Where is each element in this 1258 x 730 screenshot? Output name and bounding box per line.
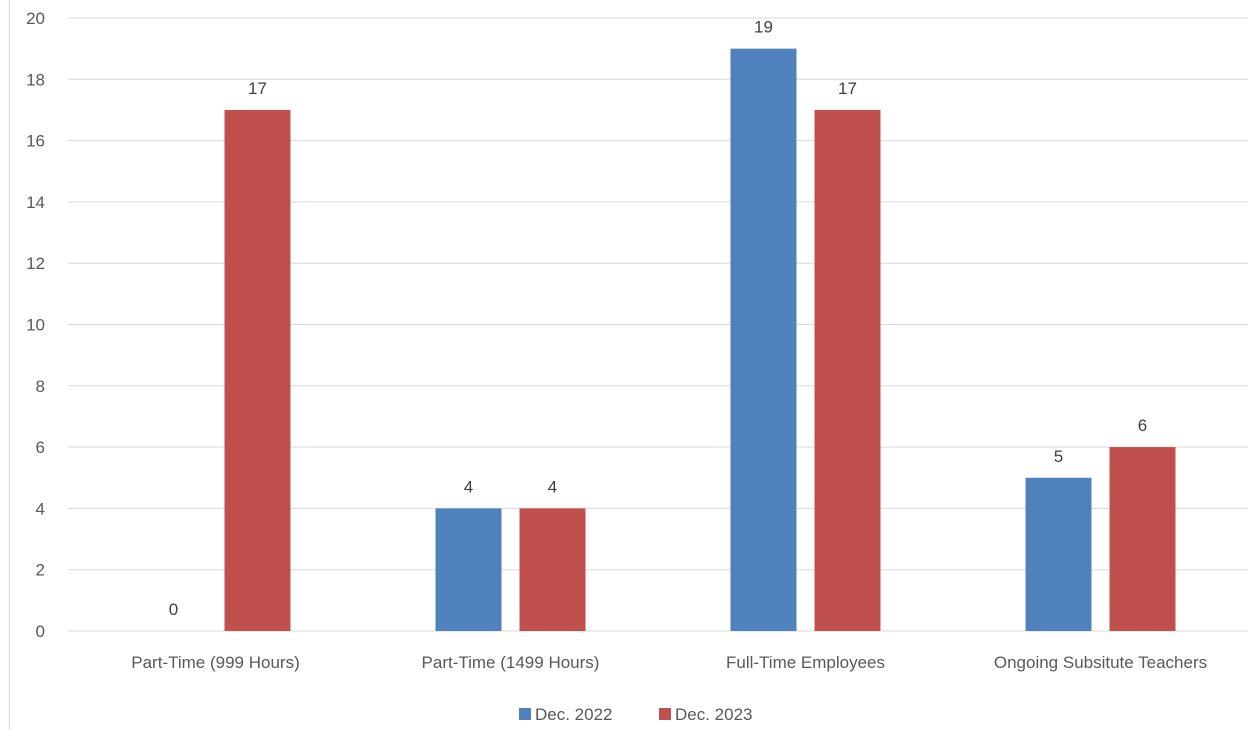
bar bbox=[435, 508, 502, 631]
data-label: 6 bbox=[1138, 416, 1147, 435]
data-label: 4 bbox=[464, 477, 473, 496]
data-label: 19 bbox=[754, 18, 773, 37]
y-tick-label: 4 bbox=[36, 499, 45, 518]
data-label: 17 bbox=[248, 79, 267, 98]
legend-label: Dec. 2023 bbox=[675, 705, 753, 724]
bar bbox=[814, 109, 881, 631]
data-labels: 0 17 4 4 19 17 5 6 bbox=[169, 18, 1147, 619]
bar bbox=[224, 109, 291, 631]
y-tick-label: 8 bbox=[36, 377, 45, 396]
legend: Dec. 2022 Dec. 2023 bbox=[519, 705, 753, 724]
y-tick-label: 0 bbox=[36, 622, 45, 641]
x-axis-categories: Part-Time (999 Hours) Part-Time (1499 Hou… bbox=[131, 653, 1207, 672]
legend-swatch bbox=[519, 708, 531, 720]
legend-swatch bbox=[659, 708, 671, 720]
y-tick-label: 16 bbox=[26, 132, 45, 151]
y-tick-label: 14 bbox=[26, 193, 45, 212]
data-label: 17 bbox=[838, 79, 857, 98]
bar bbox=[730, 48, 797, 631]
y-tick-label: 10 bbox=[26, 316, 45, 335]
y-tick-label: 18 bbox=[26, 70, 45, 89]
x-category-label: Ongoing Subsitute Teachers bbox=[994, 653, 1207, 672]
bar bbox=[1025, 477, 1092, 631]
y-tick-label: 6 bbox=[36, 438, 45, 457]
data-label: 5 bbox=[1054, 447, 1063, 466]
y-tick-label: 12 bbox=[26, 254, 45, 273]
legend-label: Dec. 2022 bbox=[535, 705, 613, 724]
bar bbox=[1109, 447, 1176, 631]
x-category-label: Part-Time (1499 Hours) bbox=[422, 653, 600, 672]
y-tick-label: 2 bbox=[36, 561, 45, 580]
x-category-label: Full-Time Employees bbox=[726, 653, 885, 672]
x-category-label: Part-Time (999 Hours) bbox=[131, 653, 299, 672]
chart-frame-edge bbox=[9, 0, 10, 730]
y-axis-ticks: 0 2 4 6 8 10 12 14 16 18 20 bbox=[26, 9, 45, 641]
bar bbox=[519, 508, 586, 631]
data-label: 0 bbox=[169, 600, 178, 619]
data-label: 4 bbox=[548, 477, 557, 496]
bars bbox=[224, 48, 1176, 631]
y-tick-label: 20 bbox=[26, 9, 45, 28]
